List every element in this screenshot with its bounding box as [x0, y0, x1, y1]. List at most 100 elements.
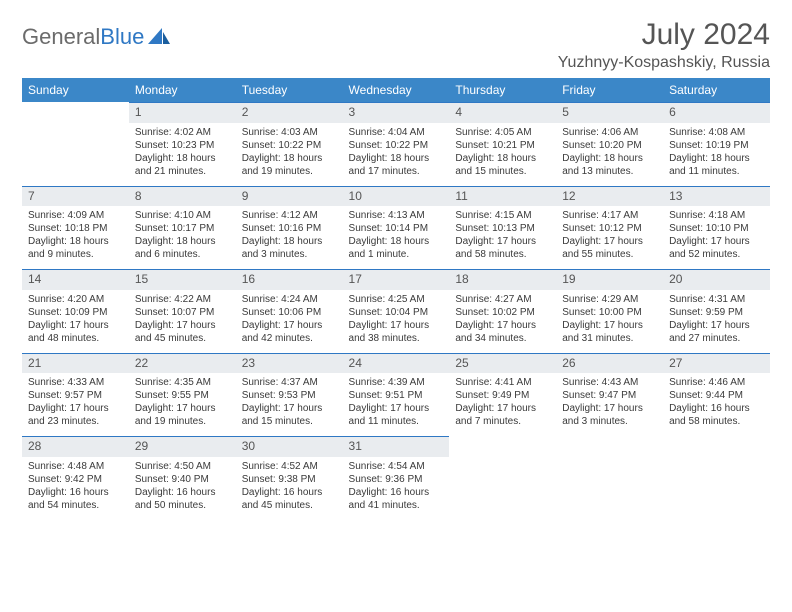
sunset-line: Sunset: 10:12 PM: [562, 222, 657, 235]
calendar-table: Sunday Monday Tuesday Wednesday Thursday…: [22, 78, 770, 520]
daylight-line: Daylight: 17 hours and 38 minutes.: [349, 319, 444, 345]
sunrise-line: Sunrise: 4:22 AM: [135, 293, 230, 306]
daylight-line: Daylight: 18 hours and 19 minutes.: [242, 152, 337, 178]
day-number: 17: [343, 269, 450, 290]
calendar-day-cell: 26Sunrise: 4:43 AMSunset: 9:47 PMDayligh…: [556, 353, 663, 437]
col-wednesday: Wednesday: [343, 78, 450, 102]
calendar-day-cell: 10Sunrise: 4:13 AMSunset: 10:14 PMDaylig…: [343, 186, 450, 270]
calendar-day-cell: 13Sunrise: 4:18 AMSunset: 10:10 PMDaylig…: [663, 186, 770, 270]
daylight-line: Daylight: 18 hours and 1 minute.: [349, 235, 444, 261]
daylight-line: Daylight: 17 hours and 55 minutes.: [562, 235, 657, 261]
sunset-line: Sunset: 9:47 PM: [562, 389, 657, 402]
day-number: 4: [449, 102, 556, 123]
sunrise-line: Sunrise: 4:04 AM: [349, 126, 444, 139]
sunrise-line: Sunrise: 4:17 AM: [562, 209, 657, 222]
sunset-line: Sunset: 9:53 PM: [242, 389, 337, 402]
sunset-line: Sunset: 9:49 PM: [455, 389, 550, 402]
col-saturday: Saturday: [663, 78, 770, 102]
calendar-day-cell: 20Sunrise: 4:31 AMSunset: 9:59 PMDayligh…: [663, 269, 770, 353]
calendar-day-cell: 30Sunrise: 4:52 AMSunset: 9:38 PMDayligh…: [236, 436, 343, 520]
sunrise-line: Sunrise: 4:13 AM: [349, 209, 444, 222]
day-body: Sunrise: 4:43 AMSunset: 9:47 PMDaylight:…: [556, 373, 663, 436]
calendar-week-row: 21Sunrise: 4:33 AMSunset: 9:57 PMDayligh…: [22, 353, 770, 437]
sunset-line: Sunset: 10:23 PM: [135, 139, 230, 152]
calendar-day-cell: 22Sunrise: 4:35 AMSunset: 9:55 PMDayligh…: [129, 353, 236, 437]
day-number: 28: [22, 436, 129, 457]
sunrise-line: Sunrise: 4:29 AM: [562, 293, 657, 306]
logo: GeneralBlue: [22, 18, 170, 50]
sunrise-line: Sunrise: 4:08 AM: [669, 126, 764, 139]
daylight-line: Daylight: 17 hours and 34 minutes.: [455, 319, 550, 345]
sunrise-line: Sunrise: 4:20 AM: [28, 293, 123, 306]
sunset-line: Sunset: 10:19 PM: [669, 139, 764, 152]
sunset-line: Sunset: 9:42 PM: [28, 473, 123, 486]
sunset-line: Sunset: 10:17 PM: [135, 222, 230, 235]
sunrise-line: Sunrise: 4:41 AM: [455, 376, 550, 389]
calendar-day-cell: 14Sunrise: 4:20 AMSunset: 10:09 PMDaylig…: [22, 269, 129, 353]
sunset-line: Sunset: 9:57 PM: [28, 389, 123, 402]
day-body: Sunrise: 4:02 AMSunset: 10:23 PMDaylight…: [129, 123, 236, 186]
day-body: Sunrise: 4:35 AMSunset: 9:55 PMDaylight:…: [129, 373, 236, 436]
day-number: 16: [236, 269, 343, 290]
sunrise-line: Sunrise: 4:37 AM: [242, 376, 337, 389]
day-body: Sunrise: 4:20 AMSunset: 10:09 PMDaylight…: [22, 290, 129, 353]
logo-text-blue: Blue: [100, 24, 144, 50]
day-body: Sunrise: 4:12 AMSunset: 10:16 PMDaylight…: [236, 206, 343, 269]
calendar-day-cell: 18Sunrise: 4:27 AMSunset: 10:02 PMDaylig…: [449, 269, 556, 353]
daylight-line: Daylight: 18 hours and 15 minutes.: [455, 152, 550, 178]
sunrise-line: Sunrise: 4:52 AM: [242, 460, 337, 473]
day-number: 22: [129, 353, 236, 374]
calendar-day-cell: .: [663, 436, 770, 520]
day-number: 11: [449, 186, 556, 207]
daylight-line: Daylight: 17 hours and 7 minutes.: [455, 402, 550, 428]
daylight-line: Daylight: 17 hours and 27 minutes.: [669, 319, 764, 345]
day-number: 14: [22, 269, 129, 290]
daylight-line: Daylight: 18 hours and 9 minutes.: [28, 235, 123, 261]
daylight-line: Daylight: 16 hours and 41 minutes.: [349, 486, 444, 512]
calendar-day-cell: .: [22, 102, 129, 186]
day-number: 31: [343, 436, 450, 457]
day-number: 15: [129, 269, 236, 290]
header-row: Sunday Monday Tuesday Wednesday Thursday…: [22, 78, 770, 102]
day-body: Sunrise: 4:08 AMSunset: 10:19 PMDaylight…: [663, 123, 770, 186]
logo-sail-icon: [148, 28, 170, 46]
daylight-line: Daylight: 18 hours and 6 minutes.: [135, 235, 230, 261]
day-number: 3: [343, 102, 450, 123]
sunrise-line: Sunrise: 4:12 AM: [242, 209, 337, 222]
logo-text-general: General: [22, 24, 100, 50]
day-number: 13: [663, 186, 770, 207]
daylight-line: Daylight: 17 hours and 19 minutes.: [135, 402, 230, 428]
day-body: Sunrise: 4:09 AMSunset: 10:18 PMDaylight…: [22, 206, 129, 269]
day-number: 26: [556, 353, 663, 374]
day-number: 7: [22, 186, 129, 207]
col-friday: Friday: [556, 78, 663, 102]
sunset-line: Sunset: 10:10 PM: [669, 222, 764, 235]
day-body: Sunrise: 4:05 AMSunset: 10:21 PMDaylight…: [449, 123, 556, 186]
daylight-line: Daylight: 17 hours and 48 minutes.: [28, 319, 123, 345]
sunrise-line: Sunrise: 4:33 AM: [28, 376, 123, 389]
day-body: Sunrise: 4:41 AMSunset: 9:49 PMDaylight:…: [449, 373, 556, 436]
day-number: 20: [663, 269, 770, 290]
daylight-line: Daylight: 18 hours and 13 minutes.: [562, 152, 657, 178]
day-body: Sunrise: 4:46 AMSunset: 9:44 PMDaylight:…: [663, 373, 770, 436]
day-number: 8: [129, 186, 236, 207]
calendar-day-cell: 19Sunrise: 4:29 AMSunset: 10:00 PMDaylig…: [556, 269, 663, 353]
calendar-day-cell: 4Sunrise: 4:05 AMSunset: 10:21 PMDayligh…: [449, 102, 556, 186]
sunrise-line: Sunrise: 4:46 AM: [669, 376, 764, 389]
sunrise-line: Sunrise: 4:15 AM: [455, 209, 550, 222]
sunrise-line: Sunrise: 4:09 AM: [28, 209, 123, 222]
day-body: Sunrise: 4:04 AMSunset: 10:22 PMDaylight…: [343, 123, 450, 186]
calendar-day-cell: 28Sunrise: 4:48 AMSunset: 9:42 PMDayligh…: [22, 436, 129, 520]
daylight-line: Daylight: 17 hours and 45 minutes.: [135, 319, 230, 345]
calendar-day-cell: 24Sunrise: 4:39 AMSunset: 9:51 PMDayligh…: [343, 353, 450, 437]
day-body: Sunrise: 4:52 AMSunset: 9:38 PMDaylight:…: [236, 457, 343, 520]
day-number: 27: [663, 353, 770, 374]
day-body: Sunrise: 4:18 AMSunset: 10:10 PMDaylight…: [663, 206, 770, 269]
calendar-day-cell: 16Sunrise: 4:24 AMSunset: 10:06 PMDaylig…: [236, 269, 343, 353]
sunset-line: Sunset: 9:51 PM: [349, 389, 444, 402]
calendar-week-row: 7Sunrise: 4:09 AMSunset: 10:18 PMDayligh…: [22, 186, 770, 270]
day-body: Sunrise: 4:06 AMSunset: 10:20 PMDaylight…: [556, 123, 663, 186]
day-number: 29: [129, 436, 236, 457]
sunrise-line: Sunrise: 4:54 AM: [349, 460, 444, 473]
daylight-line: Daylight: 17 hours and 23 minutes.: [28, 402, 123, 428]
